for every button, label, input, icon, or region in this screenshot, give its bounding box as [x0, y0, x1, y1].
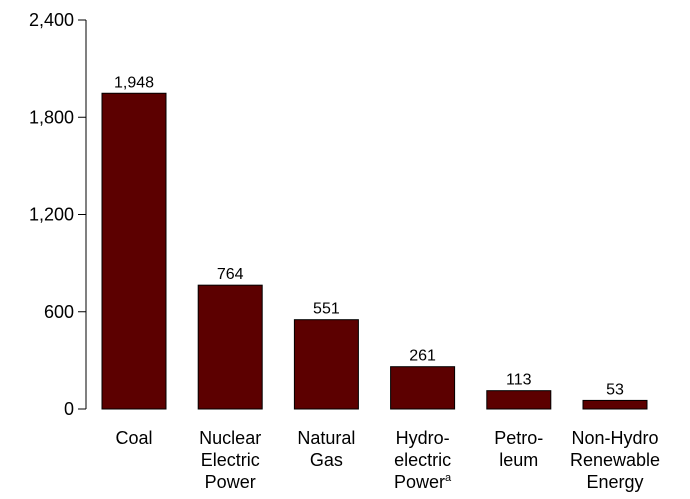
bar-value-label: 764: [217, 266, 244, 283]
bar: [486, 390, 552, 410]
y-tick-label: 1,800: [29, 107, 74, 127]
category-label: Coal: [115, 428, 152, 448]
bar-value-label: 551: [313, 301, 340, 318]
category-label: Non-Hydro Renewable Energy: [570, 428, 660, 492]
category-label: Natural Gas: [297, 428, 355, 470]
category-label: Nuclear Electric Power: [199, 428, 261, 492]
bar: [390, 366, 456, 410]
y-tick-label: 600: [44, 302, 74, 322]
footnote-marker: a: [445, 472, 452, 484]
bar-value-label: 1,948: [114, 74, 154, 91]
y-tick-label: 2,400: [29, 10, 74, 30]
category-label: Hydro-electric Powera: [394, 428, 452, 492]
y-axis-ticks: 0 600 1,200 1,800 2,400: [29, 10, 86, 419]
bars: 1,948 764 551 261 113 53: [101, 74, 648, 410]
bar: [197, 284, 263, 410]
bar-value-label: 53: [606, 381, 624, 398]
category-labels: Coal Nuclear Electric Power Natural Gas Hydro-…: [115, 428, 660, 492]
bar: [101, 92, 167, 410]
bar: [293, 319, 359, 410]
y-tick-label: 1,200: [29, 205, 74, 225]
bar: [582, 399, 648, 410]
category-label: Petro-leum: [494, 428, 543, 470]
bar-value-label: 261: [409, 348, 436, 365]
bar-value-label: 113: [506, 372, 532, 389]
y-tick-label: 0: [64, 399, 74, 419]
